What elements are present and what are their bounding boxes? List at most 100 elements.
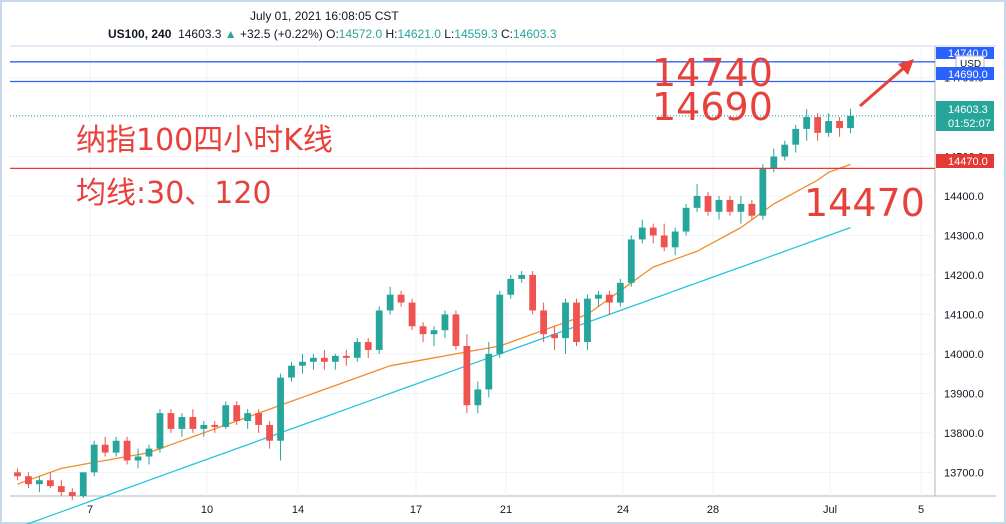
candle-body (693, 196, 701, 208)
candle-body (781, 144, 789, 157)
candle-body (408, 302, 416, 327)
y-tick-label: 14300.0 (944, 230, 984, 242)
candle-body (123, 440, 131, 461)
horizontal-lines (10, 61, 935, 170)
candle-body (430, 330, 438, 335)
y-tick-label: 13900.0 (944, 388, 984, 400)
candle-body (660, 235, 668, 248)
candle-body (485, 353, 493, 390)
candle-body (189, 417, 197, 429)
low-value: 14559.3 (454, 27, 498, 41)
candle-body (759, 168, 767, 216)
open-value: 14572.0 (338, 27, 383, 41)
annotation-14740: 14740 (652, 51, 773, 95)
candle-body (299, 361, 306, 366)
candle-body (562, 302, 569, 339)
candle-body (145, 448, 153, 457)
candle-body (36, 480, 43, 485)
candle-body (452, 314, 460, 346)
y-tick-label: 14100.0 (944, 309, 984, 321)
low-label: L: (444, 27, 455, 41)
last-price-tag-bg (936, 101, 994, 131)
candle-body (156, 413, 164, 449)
candle-body (595, 294, 602, 299)
candle-body (551, 334, 558, 339)
candle-body (836, 121, 843, 129)
candle-body (419, 326, 427, 335)
candle-body (825, 121, 832, 133)
high-value: 14621.0 (397, 27, 441, 41)
candle-body (814, 117, 822, 133)
candle-body (134, 456, 142, 461)
candle-body (25, 476, 32, 485)
candle-body (573, 302, 580, 343)
x-tick-label: Jul (823, 504, 837, 516)
candle-body (397, 294, 405, 303)
candle-body (584, 298, 591, 343)
candle-body (233, 405, 241, 421)
annotation-subtitle: 均线:30、120 (76, 176, 272, 211)
candle-body (847, 115, 854, 129)
candle-body (540, 310, 548, 335)
candle-body (627, 239, 635, 283)
candle-body (441, 314, 449, 331)
candle-body (79, 472, 87, 496)
tag-14690: 14690.0 (948, 69, 988, 81)
candle-body (770, 156, 778, 169)
ma-line-ma120 (25, 226, 851, 524)
candle-body (90, 444, 98, 473)
x-tick-label: 28 (707, 504, 719, 516)
candle-body (342, 355, 350, 358)
y-tick-label: 14400.0 (944, 191, 984, 203)
grid (10, 46, 935, 496)
last-price: 14603.3 (178, 27, 222, 41)
y-tick-label: 13800.0 (944, 428, 984, 440)
annotation-title: 纳指100四小时K线 (76, 123, 333, 158)
x-tick-label: 24 (617, 504, 629, 516)
candle-body (748, 203, 756, 216)
moving-averages (17, 163, 851, 524)
change-arrow-icon: ▲ (224, 27, 237, 41)
open-label: O: (326, 27, 339, 41)
candle-body (803, 117, 811, 129)
candle-body (255, 413, 263, 425)
candle-body (682, 207, 690, 232)
candle-body (792, 128, 800, 145)
candle-body (507, 278, 515, 295)
candle-body (331, 355, 339, 362)
time-axis-ticks: 7 10 14 17 21 24 28 Jul 5 (87, 504, 924, 516)
candle-body (222, 405, 230, 427)
tag-14690-bg (936, 67, 994, 80)
candle-body (726, 199, 734, 212)
x-tick-label: 17 (410, 504, 422, 516)
candle-body (112, 440, 120, 453)
candles (14, 108, 854, 500)
candle-body (244, 413, 252, 421)
y-tick-label: 14000.0 (944, 349, 984, 361)
tag-14470: 14470.0 (948, 156, 988, 168)
price-axis-ticks: 13700.0 13800.0 13900.0 14000.0 14100.0 14200… (944, 73, 984, 480)
currency-label: USD (960, 59, 981, 70)
x-tick-label: 14 (292, 504, 304, 516)
y-tick-label: 13700.0 (944, 467, 984, 479)
candle-body (211, 424, 219, 427)
target-arrow-line (859, 64, 907, 108)
candle-body (616, 282, 624, 303)
annotation-14690: 14690 (652, 85, 773, 129)
y-tick-label: 14200.0 (944, 270, 984, 282)
candle-body (310, 357, 317, 362)
last-price-tag: 14603.3 (948, 104, 988, 116)
candle-body (704, 196, 712, 212)
candle-body (386, 294, 394, 311)
candle-body (178, 417, 186, 429)
candle-body (57, 486, 65, 493)
target-arrow-icon (898, 59, 914, 75)
candle-body (200, 424, 208, 429)
header-datetime: July 01, 2021 16:08:05 CST (250, 9, 399, 23)
symbol-label[interactable]: US100, 240 (108, 27, 172, 41)
candle-body (496, 294, 504, 354)
candle-body (638, 227, 646, 240)
candle-body (463, 346, 471, 406)
